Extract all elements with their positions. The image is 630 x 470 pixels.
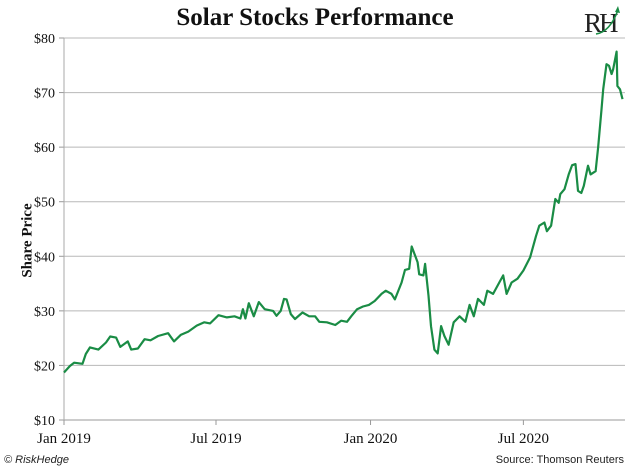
chart-title: Solar Stocks Performance [176,4,454,31]
y-tick-label: $10 [34,414,55,429]
logo-letters: RH [584,8,618,38]
y-tick-label: $50 [34,196,55,211]
x-tick-label: Jul 2020 [498,431,549,447]
y-tick-label: $70 [34,87,55,102]
riskhedge-logo: RH [582,4,628,38]
y-tick-labels: $10 $20 $30 $40 $50 $60 $70 $80 [34,32,55,429]
x-tick-label: Jul 2019 [190,431,241,447]
x-tick-labels: Jan 2019 Jul 2019 Jan 2020 Jul 2020 [37,431,549,447]
y-tick-label: $20 [34,359,55,374]
x-tick-label: Jan 2020 [344,431,398,447]
logo-arrow-icon [595,9,619,35]
series-layer [63,50,624,374]
gridlines [59,37,625,425]
y-tick-label: $80 [34,32,55,47]
x-tick-label: Jan 2019 [37,431,91,447]
copyright-credit: © RiskHedge [4,454,69,466]
y-tick-label: $60 [34,141,55,156]
logo-arrowhead-icon [615,6,620,13]
source-note: Source: Thomson Reuters [495,454,624,466]
price-line [63,50,624,374]
y-tick-label: $30 [34,305,55,320]
y-tick-label: $40 [34,250,55,265]
